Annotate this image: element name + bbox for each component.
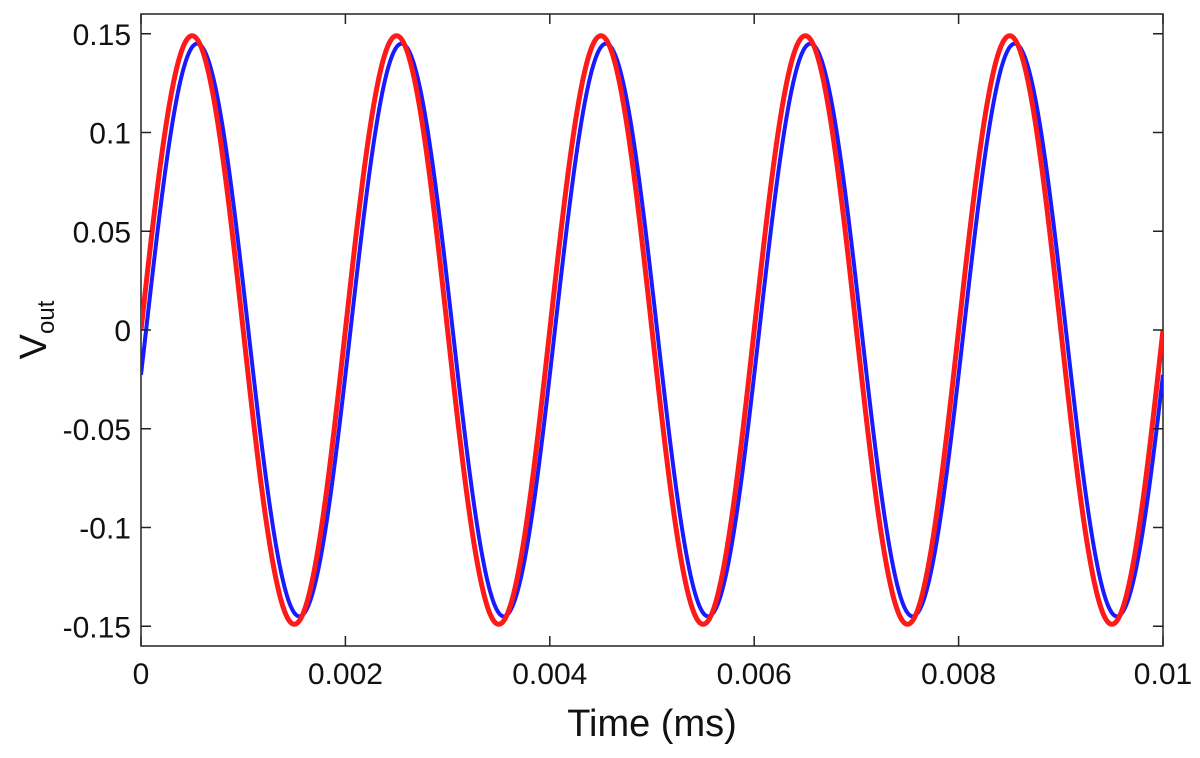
y-tick-label: -0.15: [63, 611, 131, 644]
y-tick-label: 0: [114, 315, 131, 348]
x-tick-label: 0.01: [1134, 658, 1192, 691]
y-axis-label-main: V: [13, 333, 55, 359]
series-line-red: [141, 33, 1163, 627]
svg-text:Vout: Vout: [13, 300, 60, 359]
x-axis-label: Time (ms): [567, 703, 737, 745]
x-tick-label: 0.008: [921, 658, 996, 691]
x-tick-label: 0.002: [308, 658, 383, 691]
y-tick-label: -0.05: [63, 414, 131, 447]
x-axis-ticks: 0 0.002 0.004 0.006 0.008 0.01: [133, 14, 1192, 691]
x-tick-label: 0: [133, 658, 150, 691]
y-tick-label: 0.15: [73, 19, 131, 52]
x-tick-label: 0.006: [717, 658, 792, 691]
y-tick-label: -0.1: [79, 513, 131, 546]
x-tick-label: 0.004: [512, 658, 587, 691]
y-axis-ticks: 0.15 0.1 0.05 0 -0.05 -0.1 -0.15: [63, 19, 1163, 644]
y-axis-label-subscript: out: [33, 300, 60, 334]
y-tick-label: 0.1: [89, 118, 131, 151]
y-axis-label: Vout: [13, 300, 60, 359]
y-tick-label: 0.05: [73, 216, 131, 249]
series-line-blue: [141, 41, 1163, 619]
series-layer: [141, 33, 1163, 627]
